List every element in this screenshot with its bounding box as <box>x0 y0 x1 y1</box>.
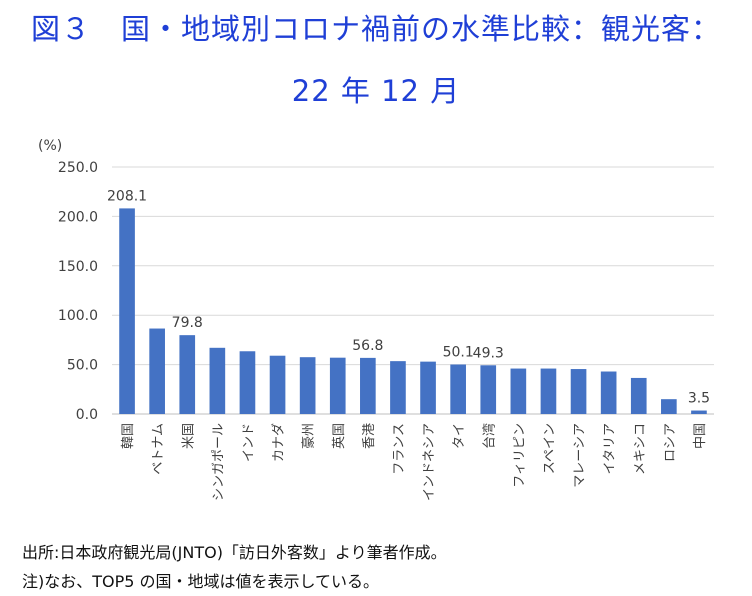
data-label-12: 49.3 <box>473 345 504 361</box>
data-label-8: 56.8 <box>352 338 383 354</box>
y-tick-label: 100.0 <box>58 308 98 324</box>
bar-chart: (%) 0.0 50.0 100.0 150.0 200.0 250.0 208.1 韓国 ベトナ… <box>38 138 714 501</box>
bar-9 <box>390 361 406 414</box>
footnote: 注)なお、TOP5 の国・地域は値を表示している。 <box>22 572 380 591</box>
bar-12 <box>480 365 497 414</box>
x-tick-label-12: 台湾 <box>481 423 497 449</box>
x-tick-label-14: スペイン <box>542 423 557 474</box>
bar-5 <box>269 355 286 414</box>
source-note: 出所:日本政府観光局(JNTO)「訪日外客数」より筆者作成。 <box>22 543 447 562</box>
x-tick-label-4: インド <box>241 423 256 462</box>
bar-18 <box>661 399 677 414</box>
x-tick-label-1: ベトナム <box>151 423 166 475</box>
bar-19 <box>691 410 707 414</box>
data-label-11: 50.1 <box>443 345 474 361</box>
bar-11 <box>450 364 466 414</box>
x-tick-label-16: イタリア <box>603 423 618 474</box>
bar-7 <box>329 357 346 414</box>
x-tick-label-7: 英国 <box>332 423 347 449</box>
y-tick-label: 50.0 <box>67 358 98 374</box>
data-label-2: 79.8 <box>172 315 203 331</box>
bar-1 <box>149 328 165 414</box>
bar-14 <box>540 368 557 414</box>
y-tick-label: 200.0 <box>58 209 98 225</box>
x-tick-label-19: 中国 <box>693 423 708 449</box>
x-tick-label-11: タイ <box>452 423 467 449</box>
x-tick-label-10: インドネシア <box>422 423 437 501</box>
y-tick-label: 150.0 <box>58 259 98 275</box>
x-tick-label-5: カナダ <box>272 423 287 462</box>
chart-title-line1: 図３ 国・地域別コロナ禍前の水準比較：観光客： <box>30 12 721 46</box>
x-tick-label-18: ロシア <box>663 423 678 462</box>
bar-2 <box>179 335 196 414</box>
y-tick-label: 0.0 <box>76 407 98 423</box>
bar-4 <box>239 351 256 414</box>
x-tick-label-3: シンガポール <box>211 423 226 501</box>
x-tick-label-13: フィリピン <box>512 423 527 488</box>
bar-16 <box>600 371 617 414</box>
bar-8 <box>360 357 376 414</box>
bar-17 <box>630 377 647 414</box>
data-label-19: 3.5 <box>688 391 710 407</box>
x-tick-label-6: 豪州 <box>301 423 317 449</box>
x-tick-label-15: マレーシア <box>573 423 588 488</box>
x-tick-label-8: 香港 <box>362 423 377 449</box>
chart-title-line2: 22 年 12 月 <box>291 74 461 108</box>
bar-10 <box>420 361 436 414</box>
x-tick-label-2: 米国 <box>181 423 196 449</box>
bar-6 <box>299 357 316 414</box>
bar-3 <box>209 347 226 414</box>
y-tick-label: 250.0 <box>58 160 98 176</box>
x-tick-label-0: 韓国 <box>121 423 136 449</box>
x-tick-label-17: メキシコ <box>633 423 648 475</box>
bar-13 <box>510 368 527 414</box>
bar-15 <box>570 369 587 414</box>
x-tick-label-9: フランス <box>392 423 407 475</box>
data-label-0: 208.1 <box>107 188 147 204</box>
bar-0 <box>119 208 135 414</box>
y-unit-label: (%) <box>38 138 62 154</box>
